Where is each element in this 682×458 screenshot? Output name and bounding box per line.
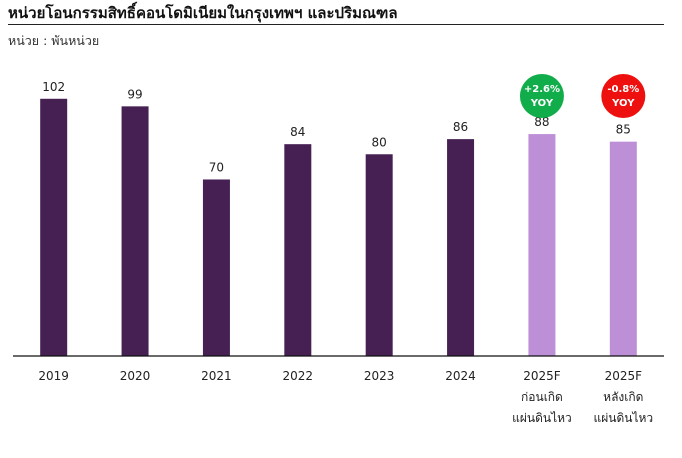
- yoy-badge-text: -0.8%: [607, 84, 639, 95]
- x-tick-label: แผ่นดินไหว: [593, 411, 653, 425]
- yoy-badge: [601, 74, 646, 118]
- x-tick-label: แผ่นดินไหว: [512, 411, 572, 425]
- yoy-badges-layer: +2.6% YOY -0.8% YOY: [519, 74, 646, 118]
- bar: [609, 141, 637, 356]
- data-label: 85: [616, 123, 631, 137]
- bar: [447, 139, 475, 356]
- bars-layer: [40, 98, 637, 357]
- x-tick-label: 2022: [283, 369, 314, 383]
- x-tick-label: 2023: [364, 369, 395, 383]
- unit-label: หน่วย : พันหน่วย: [8, 33, 100, 48]
- data-label: 80: [372, 135, 387, 149]
- bar: [528, 134, 556, 356]
- x-tick-label: ก่อนเกิด: [521, 390, 563, 404]
- data-label: 88: [534, 115, 549, 129]
- data-label: 84: [290, 125, 305, 139]
- yoy-badge-text: +2.6%: [524, 84, 560, 95]
- yoy-badge-text: YOY: [530, 98, 554, 109]
- x-tick-label: 2020: [120, 369, 151, 383]
- x-tick-label: หลังเกิด: [603, 390, 643, 404]
- x-tick-label: 2021: [201, 369, 232, 383]
- bar: [202, 179, 230, 356]
- chart-title: หน่วยโอนกรรมสิทธิ์คอนโดมิเนียมในกรุงเทพฯ…: [8, 4, 398, 22]
- x-tick-label: 2025F: [605, 369, 643, 383]
- value-labels-layer: 102 99 70 84 80 86 88 85: [42, 80, 631, 175]
- data-label: 102: [42, 80, 65, 94]
- yoy-badge-text: YOY: [611, 98, 635, 109]
- bar: [121, 106, 149, 356]
- data-label: 70: [209, 160, 224, 174]
- bar: [365, 154, 393, 356]
- x-tick-label: 2025F: [523, 369, 561, 383]
- title-divider: [8, 24, 664, 25]
- bar: [40, 98, 68, 357]
- x-tick-labels-layer: 2019 2020 2021 2022 2023 2024 2025F ก่อนเกิดแผ่…: [38, 369, 653, 425]
- bar: [284, 144, 312, 356]
- x-tick-label: 2019: [38, 369, 69, 383]
- data-label: 86: [453, 120, 468, 134]
- yoy-badge: [519, 74, 564, 118]
- x-tick-label: 2024: [445, 369, 476, 383]
- data-label: 99: [127, 87, 142, 101]
